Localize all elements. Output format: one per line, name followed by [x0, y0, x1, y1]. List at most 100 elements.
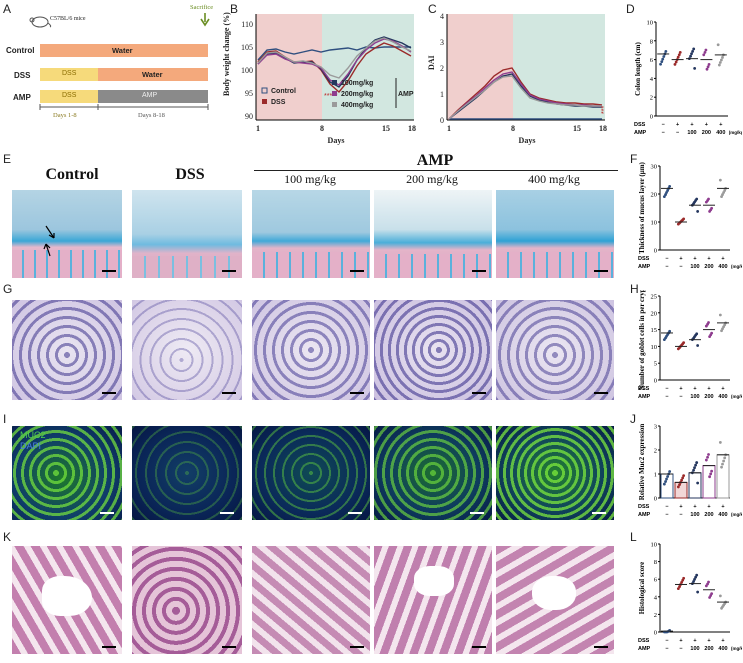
- amp-dose: 200: [704, 512, 713, 518]
- data-point: [718, 61, 722, 64]
- sacrifice-arrow-icon: [200, 13, 210, 27]
- dss-sign: −: [665, 256, 668, 262]
- data-point: [710, 331, 714, 335]
- data-point: [662, 195, 666, 199]
- dss-label: DSS: [62, 70, 77, 77]
- y-tick-label: 2: [650, 95, 653, 102]
- amp-dose: −: [676, 130, 679, 136]
- row-label-amp: AMP: [13, 93, 31, 102]
- data-point: [720, 465, 723, 469]
- data-point: [680, 478, 683, 482]
- dss-sign: +: [679, 386, 682, 392]
- timeline-axis: [39, 104, 209, 110]
- day-label-8-18: Days 8-18: [138, 112, 165, 119]
- panel-b-chart: 110 105 100 95 90 1 8 15 18 Days *****: [241, 14, 416, 145]
- panel-letter-d: D: [626, 2, 635, 16]
- y-tick-label: 4: [654, 594, 658, 601]
- c-ytick-4: 4: [440, 12, 444, 21]
- data-point: [677, 53, 681, 57]
- image-e-dss: [132, 190, 242, 278]
- data-point: [694, 575, 697, 579]
- stain-label-muc2: MUC2: [20, 430, 46, 440]
- scale-bar: [350, 270, 364, 272]
- data-point: [702, 53, 706, 57]
- image-k-amp-100: [252, 546, 370, 654]
- series-400: [257, 37, 412, 79]
- data-point: [722, 459, 725, 463]
- data-point: [682, 217, 686, 221]
- dss-sign: +: [721, 638, 724, 644]
- data-point: [710, 592, 714, 596]
- amp-dose: 400: [718, 512, 727, 518]
- b-ytick-110: 110: [241, 20, 253, 29]
- scale-bar: [222, 270, 236, 272]
- data-point: [693, 466, 696, 470]
- y-tick-label: 6: [650, 57, 654, 64]
- panel-d-colon-length: Colon length (cm) 10 8 6 4 2 0 DSS AMP − + + + + − − 100…: [634, 20, 742, 137]
- data-point: [678, 585, 681, 588]
- amp-dose: −: [665, 394, 668, 400]
- data-point: [718, 178, 722, 182]
- dss-sign: +: [707, 386, 710, 392]
- panel-l-histological-score: Histological score 10 8 6 4 2 0 DSS AMP − + + + + − − 10…: [638, 542, 742, 653]
- amp-dose: 100: [690, 646, 699, 652]
- image-g-control: [12, 300, 122, 400]
- image-k-control: [12, 546, 122, 654]
- y-tick-label: 8: [654, 559, 657, 566]
- data-point: [692, 580, 695, 583]
- panel-letter-g: G: [3, 282, 13, 296]
- data-point: [696, 210, 700, 213]
- data-point: [707, 62, 711, 66]
- data-point: [674, 60, 678, 64]
- scale-bar: [472, 392, 486, 394]
- amp-header-rule: [254, 170, 618, 171]
- y-tick-label: 15: [651, 327, 658, 334]
- panel-c-chart: 4 3 2 1 0 1 8 15 18 Days ***: [440, 12, 608, 145]
- data-point: [706, 455, 709, 459]
- dss-sign: +: [719, 122, 722, 128]
- y-tick-label: 30: [651, 164, 658, 171]
- scale-bar: [594, 646, 608, 648]
- data-point: [703, 51, 707, 54]
- scale-bar: [102, 270, 116, 272]
- data-point: [662, 55, 666, 58]
- data-point: [707, 580, 710, 584]
- data-point: [694, 463, 697, 467]
- panel-letter-b: B: [230, 2, 239, 16]
- data-point: [668, 184, 672, 188]
- data-point: [723, 456, 727, 460]
- day-label-1-8: Days 1-8: [53, 112, 77, 119]
- data-point: [706, 65, 710, 69]
- data-point: [665, 191, 668, 194]
- dss-sign: +: [693, 256, 696, 262]
- data-point: [718, 313, 722, 317]
- data-point: [668, 470, 672, 473]
- data-point: [720, 58, 723, 62]
- scale-bar: [100, 512, 114, 514]
- scale-bar: [472, 270, 486, 272]
- scale-bar: [350, 646, 364, 648]
- amp-dose: −: [665, 512, 668, 518]
- data-point: [693, 66, 697, 70]
- image-k-amp-400: [496, 546, 614, 654]
- row-label-control: Control: [6, 46, 35, 55]
- c-xtick-1: 1: [447, 124, 451, 133]
- image-i-dss: [132, 426, 242, 520]
- scale-bar: [592, 512, 606, 514]
- dss-sign: +: [707, 256, 710, 262]
- data-point: [708, 475, 711, 479]
- dss-sign: −: [662, 122, 665, 128]
- data-point: [682, 341, 686, 345]
- dss-sign: +: [705, 122, 708, 128]
- y-tick-label: 3: [654, 424, 657, 431]
- y-tick-label: 10: [651, 220, 658, 227]
- data-point: [705, 67, 709, 71]
- data-point: [660, 60, 664, 64]
- scale-bar: [470, 512, 484, 514]
- b-xlabel: Days: [328, 136, 345, 145]
- c-ytick-0: 0: [440, 116, 444, 125]
- panel-letter-c: C: [428, 2, 437, 16]
- y-tick-label: 20: [651, 310, 658, 317]
- dss-sign: +: [721, 504, 724, 510]
